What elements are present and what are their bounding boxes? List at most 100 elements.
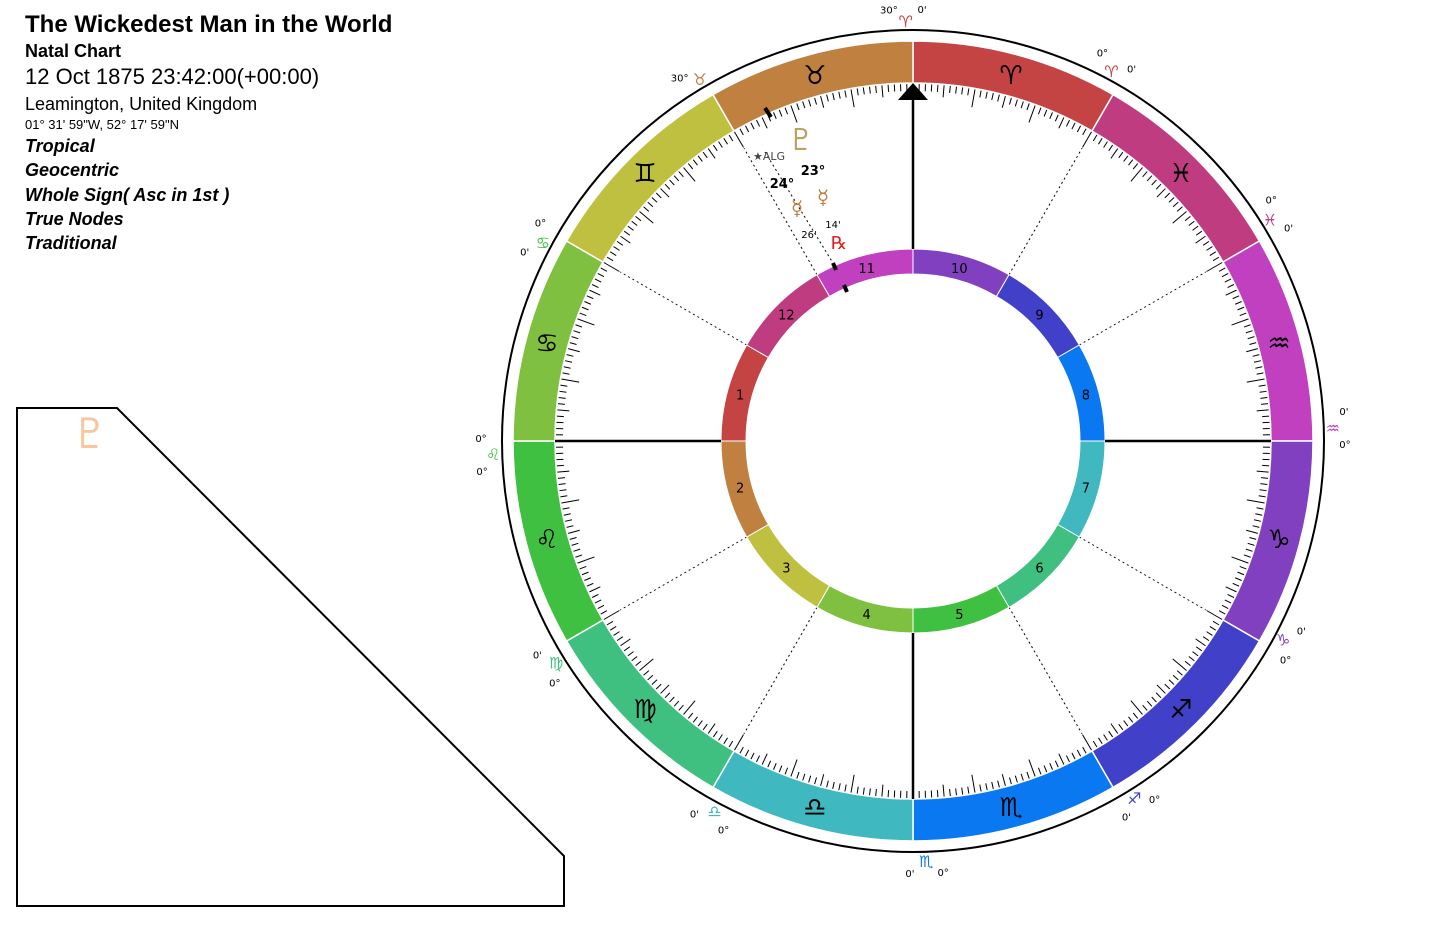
degree-tick (1212, 256, 1220, 262)
degree-tick (603, 610, 620, 620)
boundary-degree-label: 0' (520, 248, 529, 259)
degree-tick (1156, 188, 1166, 198)
degree-tick (631, 220, 638, 226)
degree-tick (778, 765, 783, 773)
degree-tick (856, 88, 859, 96)
degree-tick (635, 215, 642, 222)
degree-tick (808, 775, 812, 783)
degree-tick (979, 784, 982, 792)
degree-tick (756, 755, 761, 763)
degree-tick (606, 256, 614, 262)
degree-tick (1172, 674, 1179, 681)
degree-tick (1026, 771, 1030, 779)
degree-tick (673, 700, 680, 707)
degree-tick (1110, 723, 1119, 734)
degree-tick (581, 306, 589, 311)
boundary-minute-label: 0' (690, 810, 699, 821)
venus-icon: ☿ (817, 185, 829, 209)
degree-tick (1227, 593, 1235, 598)
degree-tick (723, 737, 728, 745)
degree-tick (1202, 240, 1210, 246)
degree-tick (850, 89, 855, 108)
degree-tick (734, 734, 744, 751)
leo-boundary-icon: ♌ (486, 445, 500, 464)
mercury-icon: ☿ (791, 196, 803, 220)
boundary-minute-label: 0' (905, 869, 914, 880)
house-number: 7 (1082, 481, 1090, 496)
degree-tick (875, 789, 877, 797)
degree-tick (761, 753, 768, 765)
midheaven-arrow-icon (898, 83, 928, 100)
degree-tick (1014, 99, 1018, 107)
degree-tick (1253, 360, 1261, 363)
house-cusp-line (620, 536, 747, 611)
degree-tick (985, 91, 988, 99)
degree-tick (881, 784, 884, 797)
degree-tick (875, 85, 877, 93)
aquarius-boundary-icon: ♒ (1326, 419, 1340, 438)
degree-tick (985, 783, 988, 791)
boundary-degree-label: 30° (671, 73, 689, 84)
fixed-star-algol: ★ALG (753, 150, 785, 163)
degree-tick (613, 631, 620, 636)
degree-tick (687, 163, 694, 170)
degree-tick (728, 740, 734, 748)
leo-icon: ♌ (535, 525, 558, 555)
aries-boundary-icon: ♈ (898, 12, 912, 31)
degree-tick (1195, 230, 1203, 236)
libra-boundary-icon: ♎ (707, 802, 721, 821)
house-cusp-line (1008, 607, 1083, 734)
degree-tick (579, 565, 587, 570)
degree-tick (820, 96, 825, 108)
degree-tick (1128, 716, 1134, 723)
degree-tick (773, 762, 777, 770)
degree-tick (862, 787, 865, 795)
degree-tick (1227, 284, 1235, 289)
degree-tick (1246, 529, 1258, 534)
outer-border-ring (501, 29, 1325, 853)
house-cusp-line (1079, 271, 1206, 346)
degree-tick (881, 85, 884, 98)
degree-tick (635, 660, 642, 667)
degree-tick (1261, 403, 1269, 405)
degree-tick (639, 658, 654, 671)
degree-tick (1020, 101, 1024, 109)
degree-tick (627, 225, 634, 231)
degree-tick (1037, 767, 1042, 775)
house-cusp-line (620, 271, 747, 346)
degree-tick (1164, 192, 1171, 199)
degree-tick (796, 103, 800, 111)
option-nodes: True Nodes (25, 208, 124, 229)
degree-tick (594, 599, 602, 604)
house-number: 5 (955, 608, 963, 623)
degree-tick (790, 105, 798, 123)
degree-tick (1098, 137, 1103, 145)
degree-tick (1164, 683, 1171, 690)
degree-tick (1151, 696, 1157, 703)
degree-tick (971, 774, 976, 793)
degree-tick (563, 366, 571, 369)
degree-tick (1231, 318, 1249, 326)
degree-tick (577, 318, 595, 326)
venus-pointer (842, 284, 849, 293)
degree-tick (997, 780, 1000, 788)
house-cusp-line (1008, 148, 1083, 275)
degree-tick (1108, 144, 1114, 152)
degree-tick (1260, 396, 1268, 399)
degree-tick (712, 730, 718, 738)
degree-tick (991, 781, 994, 789)
degree-tick (664, 692, 671, 699)
degree-tick (856, 786, 859, 794)
boundary-degree-label: 30° (880, 6, 898, 17)
degree-tick (1255, 366, 1263, 369)
degree-tick (627, 651, 634, 657)
degree-tick (562, 507, 570, 510)
virgo-icon: ♍ (633, 695, 656, 725)
degree-tick (683, 700, 696, 715)
capricorn-boundary-icon: ♑ (1276, 630, 1290, 649)
cancer-icon: ♋ (535, 329, 558, 359)
degree-tick (1172, 201, 1179, 208)
house-number: 11 (858, 262, 875, 277)
degree-tick (559, 390, 567, 393)
